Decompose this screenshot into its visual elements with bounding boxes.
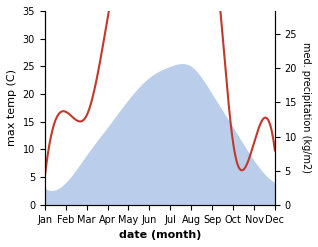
Y-axis label: med. precipitation (kg/m2): med. precipitation (kg/m2)	[301, 42, 311, 173]
X-axis label: date (month): date (month)	[119, 230, 201, 240]
Y-axis label: max temp (C): max temp (C)	[7, 69, 17, 146]
